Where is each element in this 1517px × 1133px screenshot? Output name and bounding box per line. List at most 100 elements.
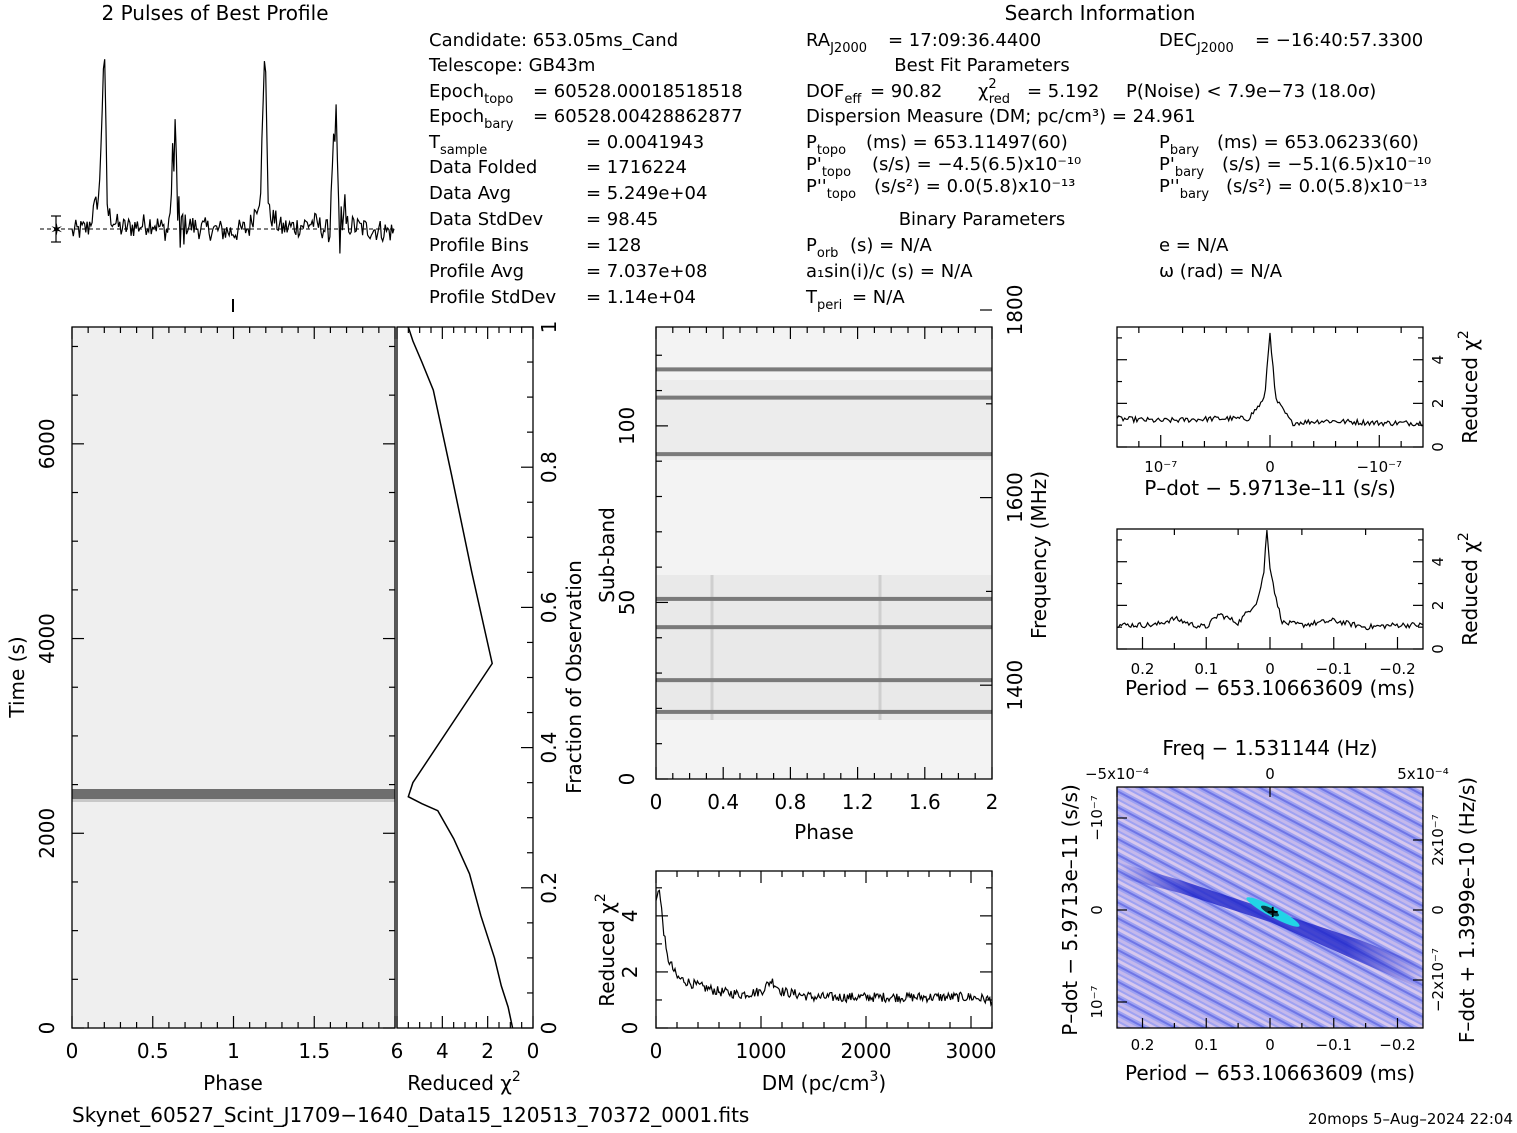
dm-xtick: 0 — [650, 1039, 663, 1063]
fraction-frame — [396, 326, 534, 1029]
ppdot-x2tick: −5x10⁻⁴ — [1085, 765, 1149, 783]
fraction-xtick: 0 — [527, 1039, 540, 1063]
epoch-bary: = 60528.00428862877 — [533, 106, 743, 127]
info-right: RAJ2000 = 17:09:36.4400 DECJ2000 = −16:4… — [805, 30, 1431, 313]
svg-text:DOFeff: DOFeff — [806, 81, 862, 107]
ppdot-ytick: 10⁻⁷ — [1088, 985, 1106, 1018]
fraction-ticks: 6 4 2 0 0 0.2 0.4 0.6 0.8 1 — [391, 321, 561, 1063]
subband-bright-row — [656, 395, 992, 400]
time-phase-ytick: 0 — [35, 1022, 59, 1035]
pd-topo: (s/s) = −4.5(6.5)x10⁻¹⁰ — [872, 154, 1081, 175]
ppdot-y2tick: 0 — [1429, 905, 1447, 915]
small-xtick: 10⁻⁷ — [1144, 458, 1177, 476]
ppdot-title: Freq − 1.531144 (Hz) — [1162, 736, 1377, 760]
profile-bins: = 128 — [586, 235, 641, 256]
pdot-ticks: 10⁻⁷ 0 −10⁻⁷ 0 2 4 — [1117, 327, 1447, 476]
small-xtick: 0 — [1265, 458, 1275, 476]
svg-text:Porb: Porb — [806, 235, 838, 261]
data-stddev: = 98.45 — [586, 209, 658, 230]
pdd-bary: (s/s²) = 0.0(5.8)x10⁻¹³ — [1226, 176, 1427, 197]
ppdot-ytick: 0 — [1088, 905, 1106, 915]
subband-ticks: 0 0.4 0.8 1.2 1.6 2 0 50 100 1400 1600 1800 — [615, 285, 1027, 814]
candidate: Candidate: 653.05ms_Cand — [429, 30, 678, 51]
pdd-topo: (s/s²) = 0.0(5.8)x10⁻¹³ — [874, 176, 1075, 197]
p-topo: (ms) = 653.11497(60) — [866, 132, 1068, 153]
pnoise-value: P(Noise) < 7.9e−73 (18.0σ) — [1126, 81, 1376, 102]
svg-text:Tsample: Tsample — [428, 132, 487, 158]
period-panel: 0.2 0.1 0 −0.1 −0.2 0 2 4 Period − 653.10663609… — [1116, 528, 1482, 700]
fraction-ytick: 0.6 — [537, 591, 561, 623]
profile-avg-label: Profile Avg — [429, 261, 524, 282]
ra-value: = 17:09:36.4400 — [888, 30, 1041, 51]
subband-bright-row — [656, 678, 992, 683]
ppdot-y2tick: 2x10⁻⁷ — [1429, 814, 1447, 865]
ppdot-panel: Freq − 1.531144 (Hz) + 0.2 0.1 0 −0.1 −0.2 −5… — [1058, 736, 1479, 1085]
profile-bins-label: Profile Bins — [429, 235, 529, 256]
time-phase-ytick: 6000 — [35, 418, 59, 469]
pdot-ylabel: Reduced χ2 — [1456, 330, 1482, 444]
svg-text:DECJ2000: DECJ2000 — [1159, 30, 1234, 56]
time-phase-xtick: 0 — [66, 1039, 79, 1063]
svg-text:Epochbary: Epochbary — [429, 106, 514, 132]
time-phase-ytick: 2000 — [35, 808, 59, 859]
profile-title: 2 Pulses of Best Profile — [102, 1, 329, 25]
telescope: Telescope: GB43m — [428, 55, 595, 76]
small-ytick: 2 — [1429, 399, 1447, 409]
subband-xtick: 2 — [986, 790, 999, 814]
small-ytick: 4 — [1429, 355, 1447, 365]
small-xtick: −0.1 — [1316, 660, 1352, 678]
fraction-ytick: 0 — [537, 1022, 561, 1035]
small-xtick: −0.2 — [1379, 660, 1415, 678]
epoch-topo: = 60528.00018518518 — [533, 81, 743, 102]
dm-ytick: 0 — [618, 1022, 642, 1035]
subband-xtick: 1.2 — [842, 790, 874, 814]
time-phase-ylabel: Time (s) — [5, 636, 29, 718]
dm-frame — [655, 870, 993, 1029]
small-xtick: 0.2 — [1131, 660, 1155, 678]
ppdot-dark-band — [1117, 862, 1423, 990]
dm-value: Dispersion Measure (DM; pc/cm³) = 24.961 — [806, 106, 1196, 127]
svg-text:Tperi: Tperi — [805, 287, 842, 313]
dm-line — [655, 889, 993, 1007]
profile-stddev: = 1.14e+04 — [586, 287, 696, 308]
fraction-panel: 6 4 2 0 0 0.2 0.4 0.6 0.8 1 Reduced χ2 Fraction o… — [391, 321, 586, 1095]
ppdot-ylabel: P–dot − 5.9713e–11 (s/s) — [1058, 784, 1082, 1036]
tperi-value: = N/A — [852, 287, 905, 308]
small-ytick: 0 — [1429, 442, 1447, 452]
subband-bright-row — [656, 625, 992, 630]
fraction-ytick: 0.8 — [537, 451, 561, 483]
ppdot-xtick: 0.2 — [1131, 1036, 1155, 1054]
ppdot-ytick: −10⁻⁷ — [1088, 795, 1106, 841]
ppdot-x2tick: 0 — [1265, 765, 1275, 783]
ppdot-y2tick: −2x10⁻⁷ — [1429, 948, 1447, 1012]
small-ytick: 0 — [1429, 644, 1447, 654]
subband-xlabel: Phase — [794, 820, 854, 844]
footer-stamp: 20mops 5–Aug–2024 22:04 — [1308, 1110, 1513, 1128]
dm-ytick: 4 — [618, 909, 642, 922]
data-stddev-label: Data StdDev — [429, 209, 544, 230]
small-ytick: 2 — [1429, 601, 1447, 611]
fraction-ylabel: Fraction of Observation — [562, 560, 586, 794]
subband-ytick: 100 — [615, 407, 639, 445]
pdot-xlabel: P–dot − 5.9713e–11 (s/s) — [1144, 476, 1396, 500]
fraction-xtick: 4 — [436, 1039, 449, 1063]
subband-ytick: 0 — [615, 773, 639, 786]
period-ylabel: Reduced χ2 — [1456, 532, 1482, 646]
data-folded-label: Data Folded — [429, 157, 537, 178]
ppdot-xtick: 0.1 — [1194, 1036, 1218, 1054]
p-bary: (ms) = 653.06233(60) — [1217, 132, 1419, 153]
subband-ytick: 50 — [615, 590, 639, 615]
dm-panel: 0 1000 2000 3000 0 2 4 DM (pc/cm3) Reduced χ2 — [593, 870, 996, 1095]
profile-avg: = 7.037e+08 — [586, 261, 707, 282]
pdot-panel: 10⁻⁷ 0 −10⁻⁷ 0 2 4 P–dot − 5.9713e–11 (s/s) R… — [1116, 326, 1482, 500]
subband-y2tick: 1400 — [1003, 660, 1027, 711]
subband-ylabel: Sub-band — [595, 507, 619, 603]
time-phase-ticks: 0 0.5 1 1.5 0 2000 4000 6000 — [35, 327, 396, 1063]
e-value: e = N/A — [1159, 235, 1229, 256]
subband-y2label: Frequency (MHz) — [1027, 471, 1051, 639]
fraction-xtick: 2 — [481, 1039, 494, 1063]
subband-bright-row — [656, 452, 992, 457]
dm-ticks: 0 1000 2000 3000 0 2 4 — [618, 871, 996, 1063]
profile-panel: ✶ — [40, 59, 395, 254]
